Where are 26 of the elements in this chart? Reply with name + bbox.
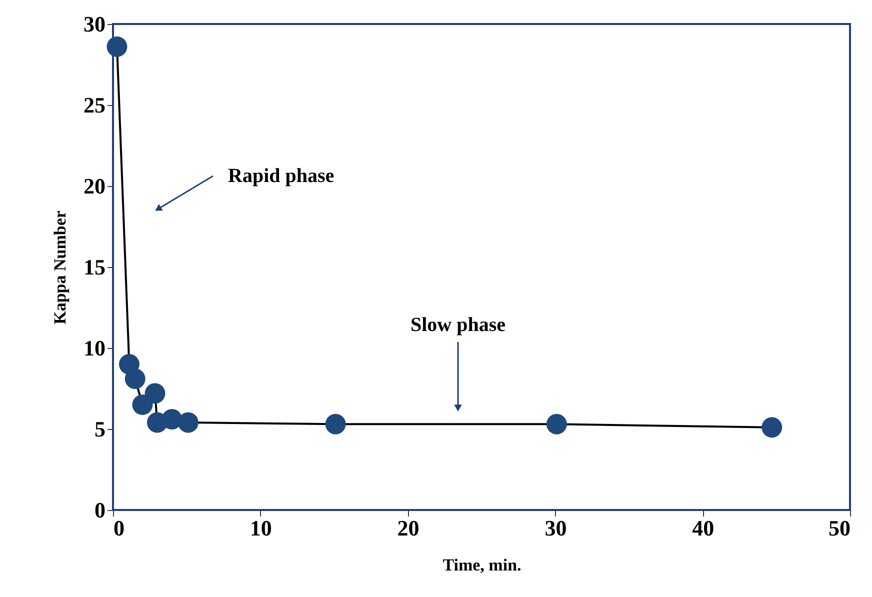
y-tick-label: 20 [84, 174, 106, 198]
point [162, 409, 182, 430]
x-axis-title: Time, min. [442, 556, 522, 574]
y-axis-title: Kappa Number [50, 210, 70, 324]
x-tick-label: 30 [544, 516, 567, 540]
x-tick-label: 50 [828, 516, 850, 540]
x-tick-label: 0 [114, 516, 124, 540]
annotation: Rapid phase [228, 165, 334, 187]
point [124, 368, 146, 390]
x-tick-label: 20 [397, 516, 420, 540]
annotation: Slow phase [410, 314, 506, 336]
point [546, 414, 567, 434]
x-tick-label: 40 [692, 516, 714, 540]
y-tick-label: 5 [94, 416, 106, 442]
point [144, 383, 166, 404]
y-tick-label: 15 [84, 254, 106, 280]
point [178, 412, 198, 433]
y-tick-label: 0 [94, 498, 106, 522]
point [325, 414, 346, 434]
point [132, 394, 153, 415]
y-tick-label: 10 [84, 336, 106, 360]
point [762, 417, 782, 438]
y-tick-label: 25 [84, 92, 106, 118]
point [106, 36, 128, 57]
x-tick-label: 10 [250, 516, 272, 540]
y-tick-label: 30 [84, 12, 106, 36]
